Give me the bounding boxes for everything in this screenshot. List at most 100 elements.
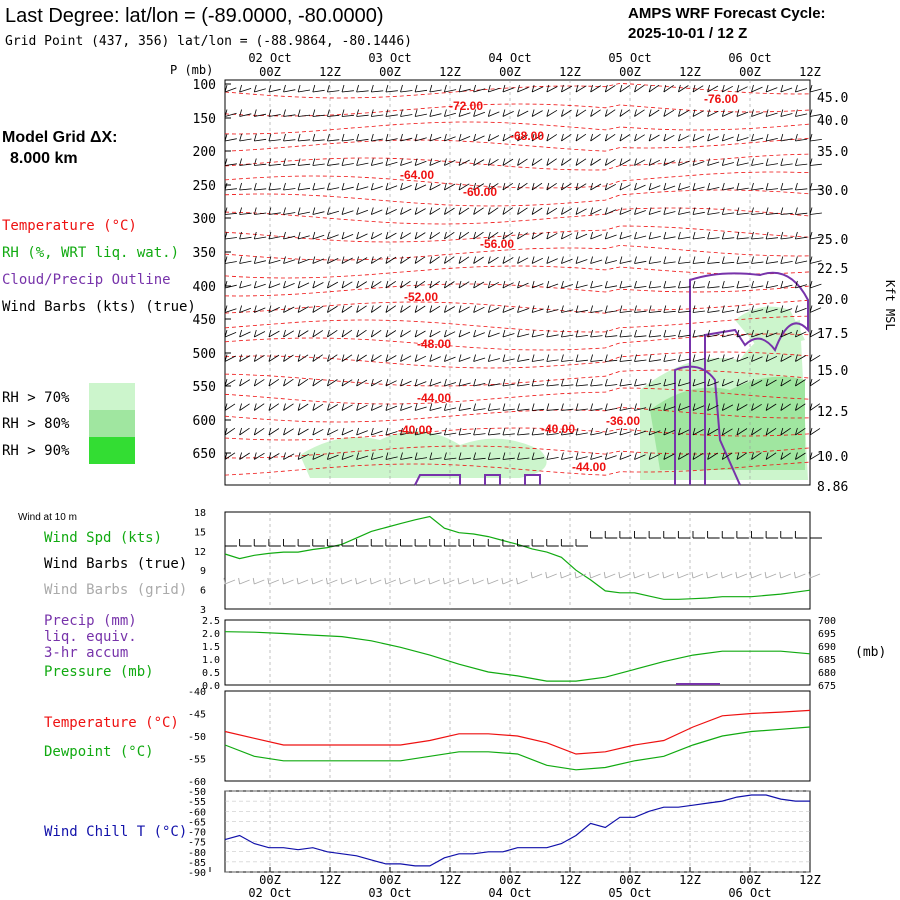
wind-barb bbox=[663, 329, 676, 338]
wind-barb bbox=[414, 182, 427, 191]
wind-barb bbox=[297, 452, 310, 460]
wind-barb bbox=[663, 427, 675, 436]
wind-barb bbox=[487, 280, 499, 289]
wind-barb bbox=[604, 427, 617, 436]
wind-barb bbox=[370, 133, 384, 142]
wind-barb bbox=[736, 427, 748, 436]
wind-barb-true bbox=[794, 531, 808, 539]
wind-barb bbox=[312, 280, 324, 289]
wind-barb bbox=[341, 329, 353, 338]
wind-barb bbox=[634, 256, 647, 264]
wind-barb bbox=[648, 84, 660, 93]
wind-barb bbox=[253, 182, 267, 191]
wind-barb bbox=[224, 158, 237, 166]
wind-barb bbox=[678, 378, 691, 387]
wind-barb bbox=[619, 182, 631, 191]
wind-barb-grid bbox=[545, 571, 557, 579]
windchill-tick: -85 bbox=[188, 858, 206, 869]
wind-barb bbox=[458, 354, 471, 362]
height-tick: 20.0 bbox=[817, 293, 848, 308]
pressure-tick: 250 bbox=[193, 179, 216, 194]
wind-barb bbox=[546, 378, 559, 387]
wind-barb bbox=[283, 109, 296, 117]
wind-barb bbox=[663, 182, 676, 191]
wind-barb bbox=[795, 305, 807, 313]
wind-barb bbox=[795, 231, 808, 240]
wind-barb bbox=[634, 207, 646, 215]
wind-barb bbox=[561, 452, 574, 460]
wind-barb bbox=[751, 133, 764, 142]
wind-barb bbox=[809, 403, 821, 411]
wind-barb bbox=[575, 182, 587, 191]
temperature-label: -72.00 bbox=[449, 99, 483, 113]
wind-barb bbox=[721, 256, 735, 264]
pressure-tick: 650 bbox=[193, 447, 216, 462]
wind-barb bbox=[283, 133, 296, 142]
wind-barb bbox=[429, 280, 440, 289]
wind-barb bbox=[473, 231, 484, 240]
wind-barb bbox=[239, 329, 251, 338]
wind-barb bbox=[239, 133, 252, 142]
wind-barb bbox=[619, 256, 632, 264]
wind-barb bbox=[692, 427, 704, 436]
bottom-tick-label: 12Z bbox=[559, 873, 581, 887]
wind-barb bbox=[473, 207, 484, 215]
wind-barb bbox=[487, 158, 499, 166]
wind-barb bbox=[721, 403, 734, 411]
wind-barb bbox=[458, 452, 471, 460]
wind-barb bbox=[678, 354, 691, 362]
wind-barb bbox=[517, 109, 529, 117]
wind-barb-grid bbox=[676, 571, 689, 579]
wind-barb-true bbox=[312, 539, 325, 547]
wind-barb bbox=[224, 231, 237, 240]
wind-barb bbox=[414, 158, 427, 166]
height-tick: 25.0 bbox=[817, 233, 848, 248]
wind-barb-grid bbox=[311, 577, 323, 585]
wind-barb bbox=[458, 182, 470, 191]
wind-barb bbox=[707, 207, 720, 215]
wind-barb bbox=[517, 207, 528, 215]
wind-barb bbox=[283, 182, 296, 191]
wind-barb bbox=[268, 133, 281, 142]
temperature-dewpoint-panel: -40 -45 -50 -55 -60 bbox=[188, 687, 811, 788]
wind-barb bbox=[765, 354, 778, 362]
wind-barb bbox=[663, 207, 676, 215]
legend-temperature: Temperature (°C) bbox=[2, 218, 137, 234]
cloud-outline bbox=[674, 365, 741, 486]
wind-barb bbox=[751, 305, 764, 313]
height-tick: 22.5 bbox=[817, 262, 848, 277]
wind-barb bbox=[400, 305, 411, 313]
wind-barb bbox=[444, 452, 457, 460]
temp-tick: -45 bbox=[188, 710, 206, 721]
wind-barb bbox=[356, 452, 369, 460]
wind-barb bbox=[634, 84, 645, 93]
legend-wind-barbs-true: Wind Barbs (true) bbox=[44, 556, 187, 572]
wind-barb bbox=[707, 427, 719, 436]
wind-barb bbox=[239, 207, 252, 215]
wind-barb bbox=[341, 452, 354, 460]
wind-barb bbox=[561, 354, 574, 362]
wind-barb bbox=[385, 133, 398, 142]
wind-barb bbox=[765, 109, 778, 117]
wind-barb bbox=[678, 403, 690, 411]
wind-barb bbox=[297, 305, 309, 313]
wind-barb bbox=[575, 354, 588, 362]
wind-barb bbox=[473, 109, 486, 117]
model-grid-value: 8.000 km bbox=[10, 150, 78, 167]
wind-barb bbox=[619, 427, 632, 436]
wind-barb bbox=[765, 452, 777, 460]
wind-barb bbox=[765, 329, 778, 338]
wind-barb bbox=[297, 207, 310, 215]
temperature-contour bbox=[224, 265, 811, 279]
wind-barb-grid bbox=[793, 571, 806, 579]
wind-barb-grid bbox=[603, 571, 616, 579]
height-tick: 12.5 bbox=[817, 405, 848, 420]
pressure-tick: 500 bbox=[193, 347, 216, 362]
wind-barb bbox=[634, 354, 647, 362]
wind-barb-true bbox=[707, 531, 720, 539]
wind-barb bbox=[356, 84, 369, 93]
wind-barb bbox=[297, 133, 311, 142]
wind-barb bbox=[429, 378, 442, 387]
wind-barb bbox=[487, 378, 501, 387]
cycle-label: AMPS WRF Forecast Cycle: bbox=[628, 5, 826, 22]
